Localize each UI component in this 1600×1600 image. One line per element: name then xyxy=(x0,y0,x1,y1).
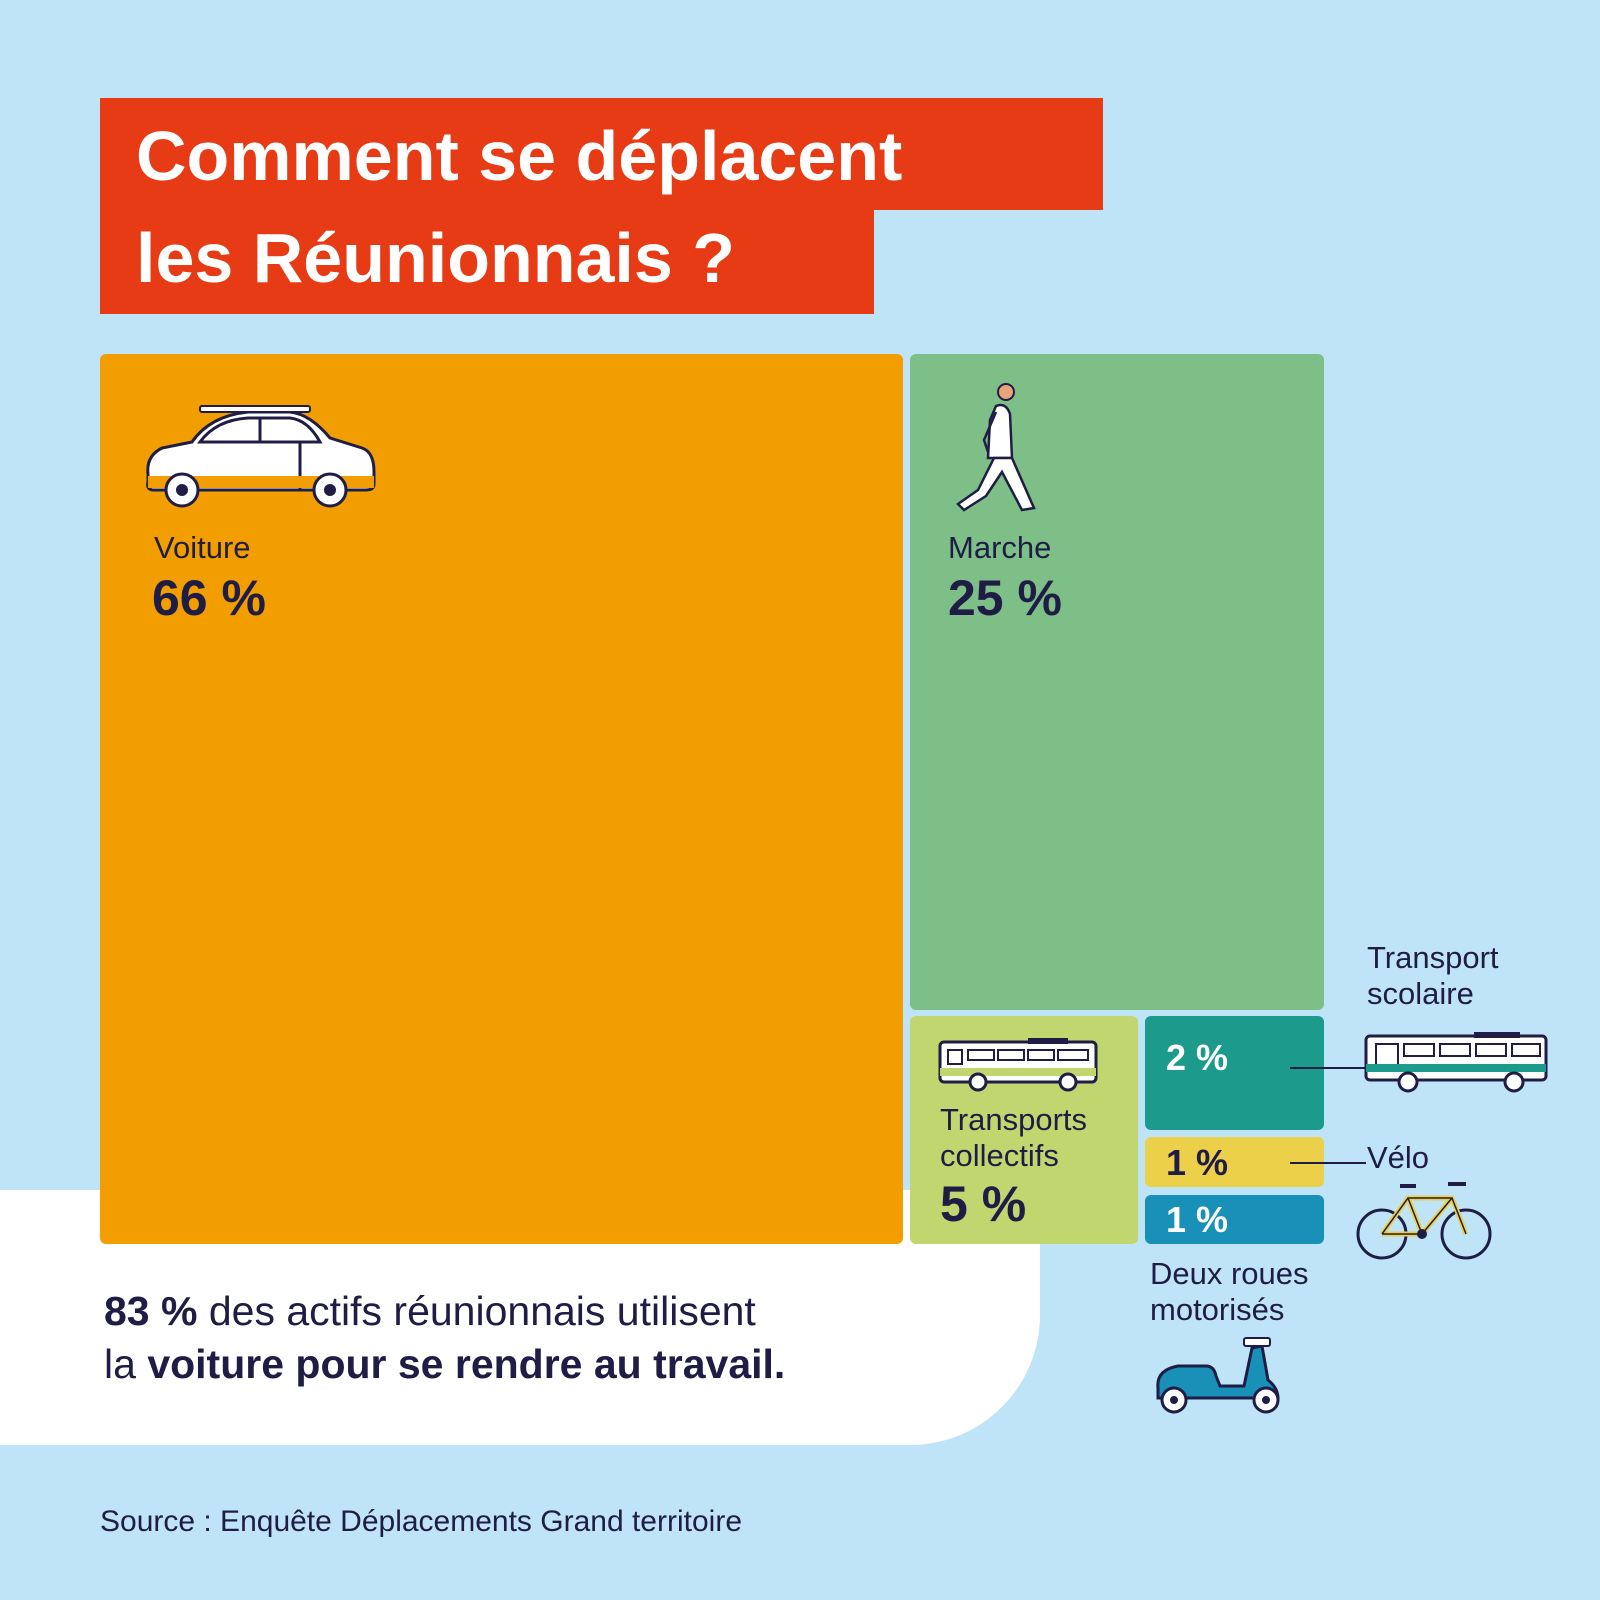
label-transport-scolaire: Transport scolaire xyxy=(1367,940,1499,1011)
bus-icon xyxy=(938,1038,1098,1092)
tile-transports-collectifs: Transports collectifs 5 % xyxy=(910,1016,1138,1244)
car-icon xyxy=(146,405,376,508)
label-marche: Marche xyxy=(948,530,1052,565)
label-voiture: Voiture xyxy=(154,530,251,565)
school-bus-icon xyxy=(1364,1032,1548,1093)
summary-text-1: des actifs réunionnais utilisent xyxy=(197,1288,756,1334)
summary-text-2: la xyxy=(104,1341,148,1387)
tile-transport-scolaire: 2 % xyxy=(1145,1016,1324,1130)
value-deux-roues-motorises: 1 % xyxy=(1166,1199,1229,1240)
value-marche: 25 % xyxy=(948,570,1062,626)
chart-title-line-1: Comment se déplacent xyxy=(100,98,1103,210)
bicycle-icon xyxy=(1356,1182,1492,1260)
label-transports-collectifs: Transports collectifs xyxy=(940,1102,1088,1173)
walking-person-icon xyxy=(956,383,1036,512)
value-transports-collectifs: 5 % xyxy=(940,1176,1027,1232)
summary-line-1: 83 % des actifs réunionnais utilisent xyxy=(104,1285,785,1338)
summary-emphasis: voiture pour se rendre au travail. xyxy=(147,1341,786,1387)
label-velo: Vélo xyxy=(1367,1140,1430,1175)
chart-title-line-2: les Réunionnais ? xyxy=(100,208,874,314)
summary-stat: 83 % xyxy=(104,1288,198,1334)
source-note: Source : Enquête Déplacements Grand terr… xyxy=(100,1505,742,1538)
scooter-icon xyxy=(1156,1337,1280,1414)
value-transport-scolaire: 2 % xyxy=(1166,1037,1229,1078)
label-deux-roues-motorises: Deux roues motorisés xyxy=(1150,1256,1309,1327)
summary-line-2: la voiture pour se rendre au travail. xyxy=(104,1338,785,1391)
value-velo: 1 % xyxy=(1166,1142,1229,1183)
summary-text: 83 % des actifs réunionnais utilisent la… xyxy=(104,1285,785,1391)
leader-velo xyxy=(1290,1162,1366,1164)
title-block: Comment se déplacent les Réunionnais ? xyxy=(0,0,1600,330)
value-voiture: 66 % xyxy=(152,570,266,626)
leader-transport-scolaire xyxy=(1290,1067,1366,1069)
tile-voiture: Voiture 66 % xyxy=(100,354,903,1244)
tile-marche: Marche 25 % xyxy=(910,354,1324,1010)
tile-deux-roues-motorises: 1 % xyxy=(1145,1195,1324,1244)
